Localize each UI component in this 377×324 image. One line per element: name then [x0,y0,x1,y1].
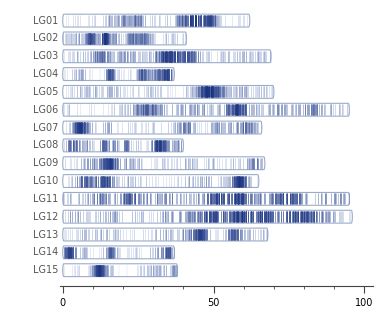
Text: LG10: LG10 [33,176,58,186]
Text: LG05: LG05 [33,87,58,97]
Text: LG14: LG14 [33,247,58,257]
Text: LG04: LG04 [33,69,58,79]
FancyBboxPatch shape [63,103,349,116]
FancyBboxPatch shape [63,192,349,205]
FancyBboxPatch shape [63,228,268,241]
Text: LG06: LG06 [33,105,58,115]
FancyBboxPatch shape [63,68,174,80]
FancyBboxPatch shape [63,121,262,134]
FancyBboxPatch shape [63,157,265,170]
FancyBboxPatch shape [63,32,186,45]
Text: LG03: LG03 [33,51,58,61]
FancyBboxPatch shape [63,246,174,259]
Text: LG11: LG11 [33,194,58,204]
Text: LG02: LG02 [33,33,58,43]
Text: LG13: LG13 [33,229,58,239]
FancyBboxPatch shape [63,210,352,223]
Text: LG01: LG01 [33,16,58,26]
Text: LG09: LG09 [33,158,58,168]
Text: LG08: LG08 [33,140,58,150]
FancyBboxPatch shape [63,14,250,27]
Text: LG15: LG15 [33,265,58,275]
FancyBboxPatch shape [63,175,259,188]
FancyBboxPatch shape [63,50,271,63]
FancyBboxPatch shape [63,139,183,152]
FancyBboxPatch shape [63,264,177,277]
Text: LG07: LG07 [33,122,58,133]
Text: LG12: LG12 [33,212,58,222]
FancyBboxPatch shape [63,86,274,98]
